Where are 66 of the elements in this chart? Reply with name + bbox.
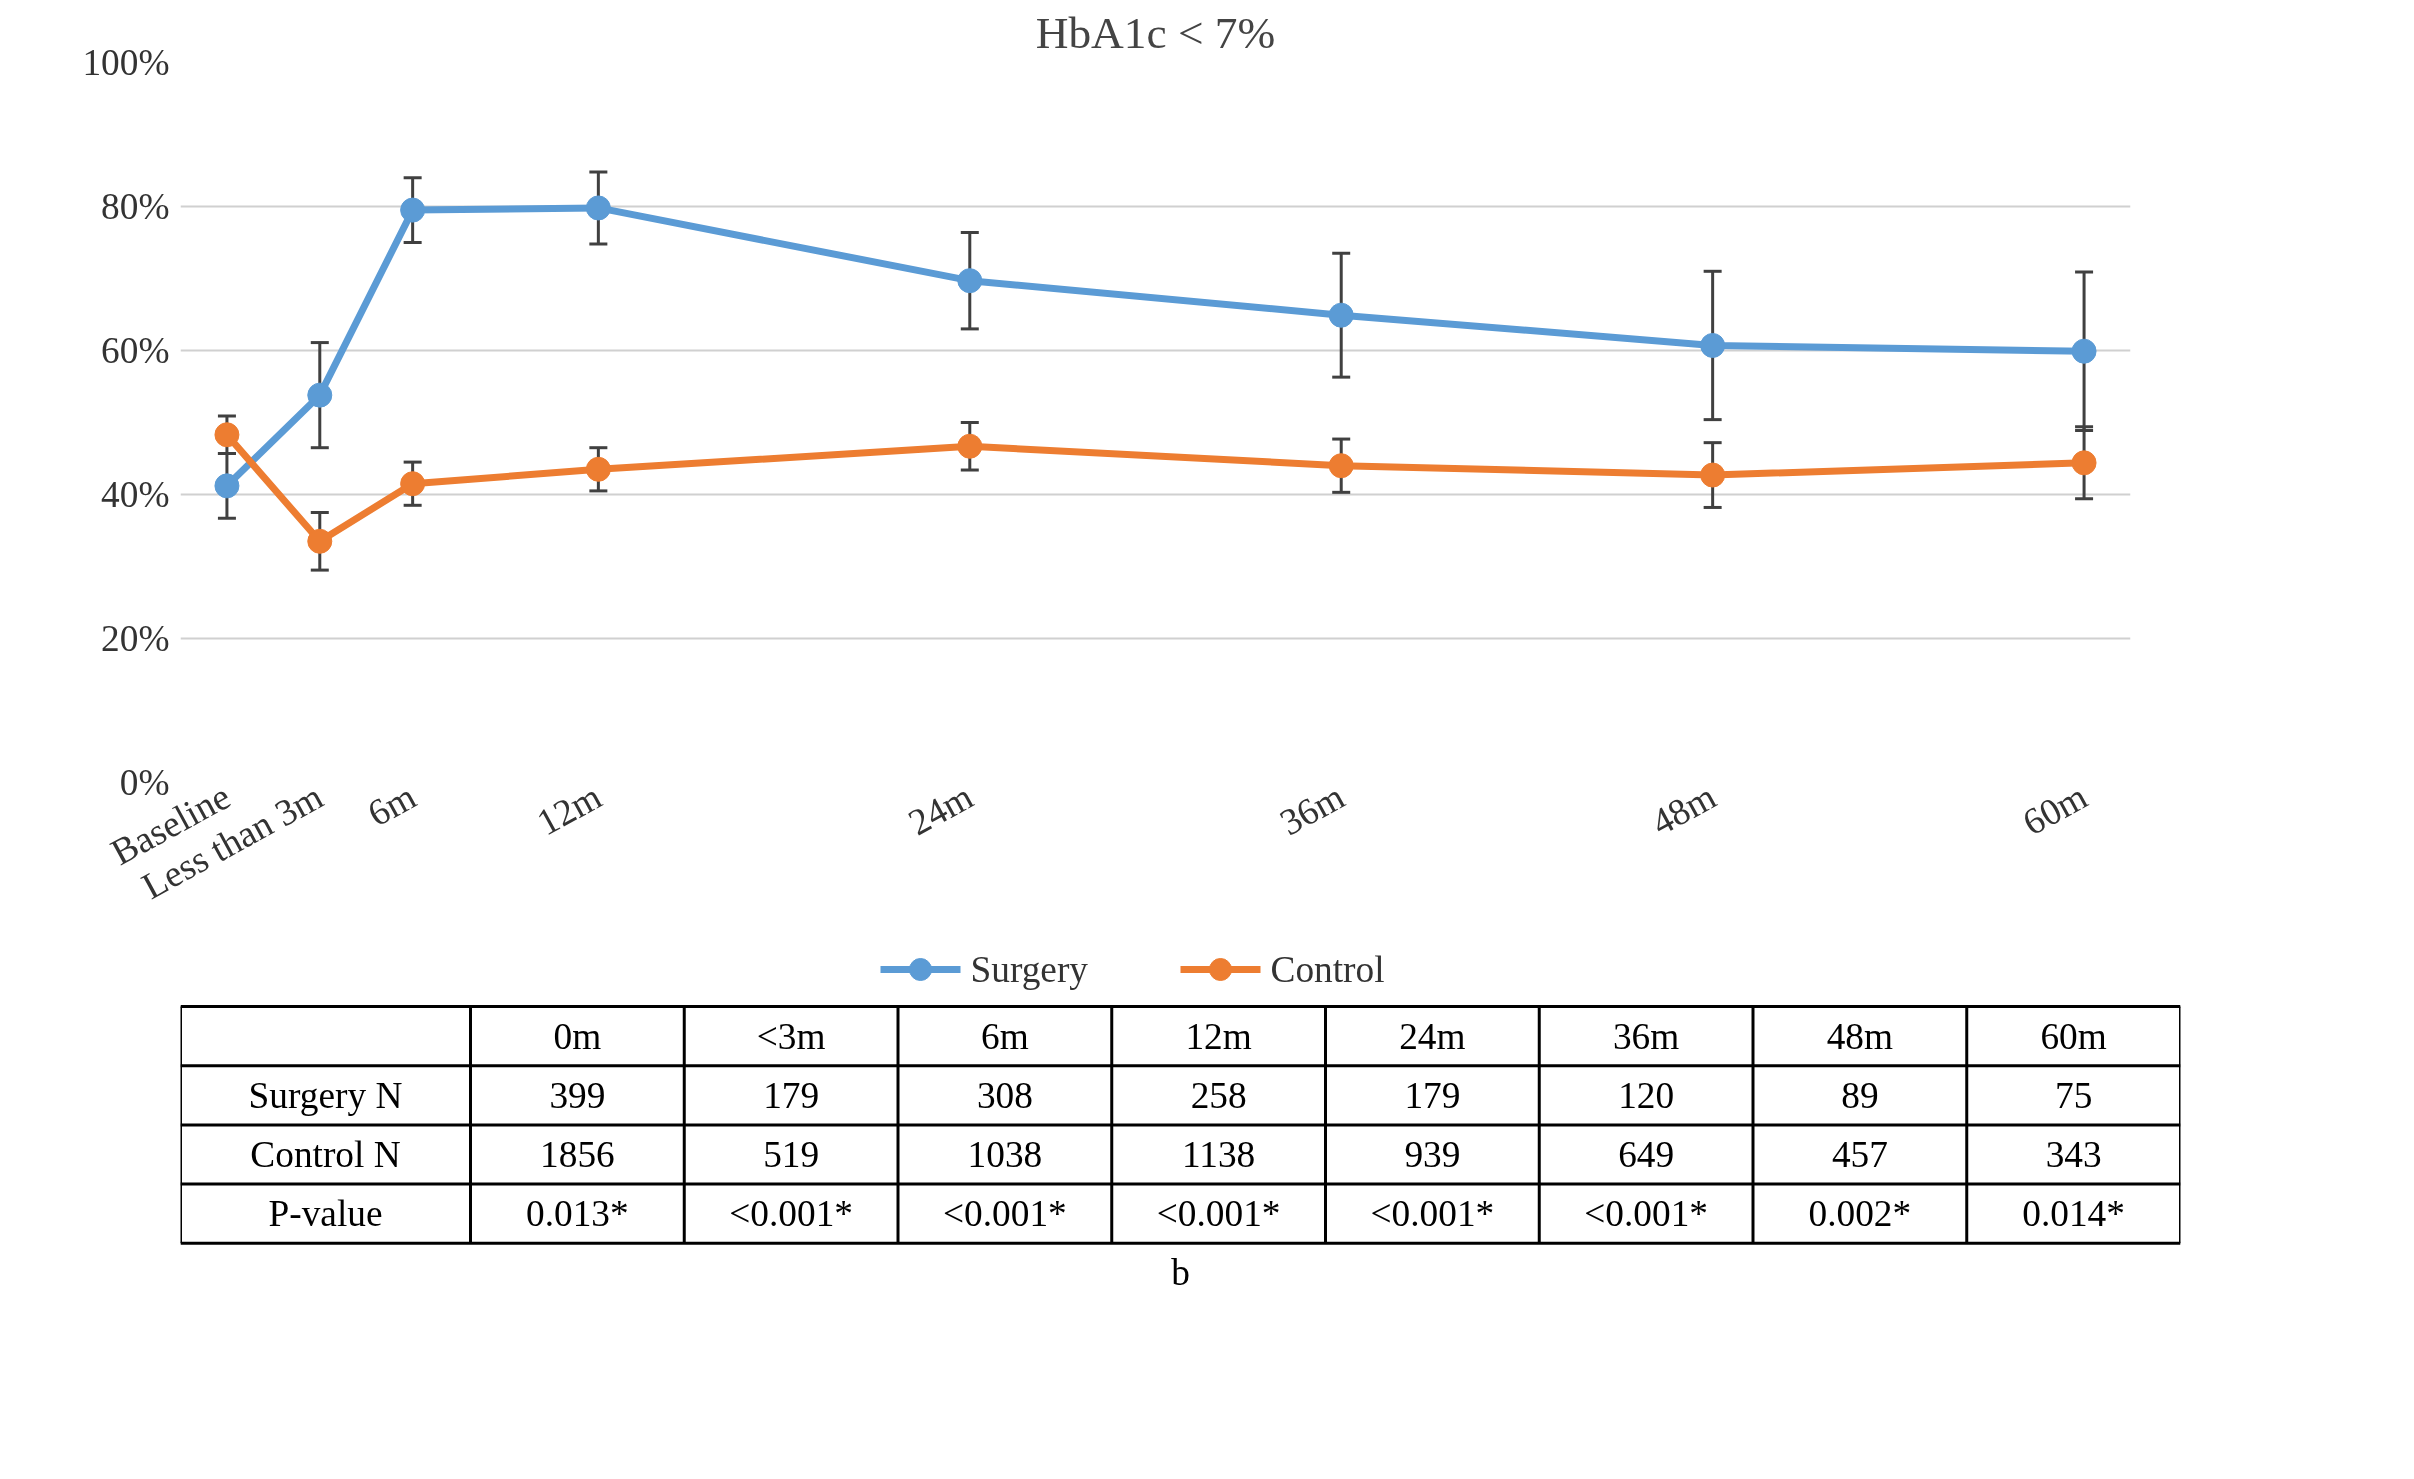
text: b bbox=[1171, 1252, 1190, 1294]
text: 0m bbox=[553, 1015, 602, 1057]
point bbox=[957, 433, 983, 459]
text: 519 bbox=[763, 1134, 820, 1175]
point bbox=[400, 471, 426, 497]
text: 649 bbox=[1618, 1134, 1675, 1175]
y-tick-label: 80% bbox=[101, 186, 170, 227]
text: 24m bbox=[1399, 1015, 1466, 1057]
point bbox=[1328, 302, 1354, 328]
text: 1856 bbox=[540, 1134, 615, 1175]
text: Surgery N bbox=[248, 1074, 403, 1116]
text: 89 bbox=[1841, 1074, 1879, 1116]
point bbox=[1328, 453, 1354, 479]
text: 1138 bbox=[1181, 1134, 1256, 1175]
text: <0.001* bbox=[1370, 1193, 1495, 1235]
x-tick-label: 60m bbox=[2016, 775, 2094, 844]
text: 0.014* bbox=[2022, 1193, 2125, 1235]
text: 120 bbox=[1618, 1074, 1675, 1116]
point bbox=[957, 268, 983, 294]
point bbox=[307, 528, 333, 554]
point bbox=[2071, 338, 2097, 364]
point bbox=[214, 473, 240, 499]
text: <3m bbox=[756, 1015, 826, 1057]
text: 308 bbox=[976, 1074, 1033, 1116]
text: 343 bbox=[2045, 1134, 2102, 1175]
text: 399 bbox=[549, 1074, 606, 1116]
x-tick-label: 6m bbox=[360, 775, 423, 835]
text: <0.001* bbox=[1584, 1193, 1708, 1235]
point bbox=[1700, 332, 1726, 358]
text: <0.001* bbox=[943, 1193, 1067, 1235]
chart-title: HbA1c < 7% bbox=[1035, 7, 1276, 58]
x-tick-label: 48m bbox=[1644, 775, 1723, 844]
y-tick-label: 100% bbox=[82, 42, 170, 83]
text: 12m bbox=[1185, 1015, 1252, 1057]
text: 179 bbox=[763, 1074, 820, 1116]
text: 939 bbox=[1404, 1134, 1461, 1175]
x-tick-label: 36m bbox=[1273, 775, 1352, 844]
text: 258 bbox=[1190, 1074, 1247, 1116]
point bbox=[214, 422, 240, 448]
legend-label: Surgery bbox=[970, 949, 1089, 990]
point bbox=[585, 456, 611, 482]
text: P-value bbox=[268, 1193, 383, 1235]
text: 0.002* bbox=[1808, 1193, 1912, 1235]
text: <0.001* bbox=[1156, 1193, 1281, 1235]
text: Control N bbox=[250, 1134, 401, 1175]
point bbox=[400, 197, 426, 223]
y-tick-label: 20% bbox=[101, 618, 170, 659]
text: 60m bbox=[2040, 1015, 2107, 1057]
point bbox=[1700, 462, 1726, 488]
y-tick-label: 60% bbox=[101, 330, 170, 371]
x-tick-label: 24m bbox=[901, 775, 980, 844]
text: 6m bbox=[981, 1015, 1029, 1057]
text: 179 bbox=[1404, 1074, 1461, 1116]
legend-label: Control bbox=[1270, 949, 1385, 990]
text: <0.001* bbox=[729, 1193, 853, 1235]
point bbox=[307, 382, 333, 408]
text: 1038 bbox=[967, 1134, 1043, 1175]
point bbox=[585, 195, 611, 221]
text: 48m bbox=[1826, 1015, 1894, 1057]
point bbox=[2071, 450, 2097, 476]
x-tick-label: 12m bbox=[530, 775, 609, 844]
text: 457 bbox=[1831, 1134, 1888, 1175]
text: 0.013* bbox=[526, 1193, 629, 1235]
text: 75 bbox=[2054, 1074, 2093, 1116]
text: 36m bbox=[1612, 1015, 1680, 1057]
y-tick-label: 40% bbox=[101, 474, 170, 515]
